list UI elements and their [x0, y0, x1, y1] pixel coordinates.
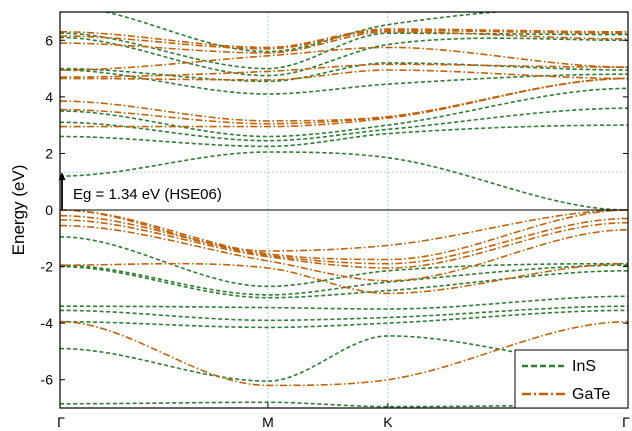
band-ins-9	[60, 236, 628, 288]
band-gate-12	[60, 219, 628, 269]
band-ins-4	[60, 69, 628, 95]
band-ins-14	[60, 309, 628, 329]
band-ins-15	[60, 335, 628, 382]
band-gate-13	[60, 224, 628, 282]
x-tick-label: Γ	[622, 414, 630, 430]
legend-label-ins: InS	[572, 358, 596, 375]
y-tick-label: 2	[45, 145, 53, 161]
band-ins-11	[60, 265, 628, 299]
band-gate-1	[60, 77, 628, 125]
band-gate-9	[60, 209, 628, 252]
band-gate-15	[60, 320, 628, 387]
x-tick-label: M	[262, 414, 274, 430]
band-ins-7	[60, 32, 628, 70]
y-tick-label: 6	[45, 32, 53, 48]
bands-group	[60, 12, 628, 408]
band-gate-7	[60, 29, 628, 50]
legend-box	[514, 349, 629, 409]
band-gate-6	[60, 30, 628, 54]
band-gate-2	[60, 77, 628, 122]
legend: InS GaTe	[514, 349, 629, 409]
legend-label-gate: GaTe	[572, 386, 610, 403]
band-gate-3	[60, 69, 628, 81]
y-ticks: -6 -4 -2 0 2 4 6	[41, 32, 628, 388]
band-ins-12	[60, 295, 628, 310]
band-ins-1	[60, 124, 628, 148]
band-ins-2	[60, 107, 628, 142]
band-gate-4	[60, 63, 628, 78]
gap-annotation: Eg = 1.34 eV (HSE06)	[73, 186, 222, 203]
y-tick-label: -6	[41, 372, 54, 388]
band-gate-5	[60, 46, 628, 71]
band-ins-13	[60, 305, 628, 322]
band-ins-10	[60, 264, 628, 296]
y-tick-label: -4	[41, 315, 54, 331]
y-tick-label: 4	[45, 89, 53, 105]
band-gate-14	[60, 262, 628, 295]
band-gate-8	[60, 28, 628, 49]
band-ins-5	[60, 62, 628, 83]
band-gate-11	[60, 214, 628, 265]
x-tick-label: Γ	[57, 414, 65, 430]
y-tick-label: 0	[45, 202, 53, 218]
y-axis-label: Energy (eV)	[9, 165, 28, 256]
band-gate-10	[60, 209, 628, 261]
band-ins-0	[60, 151, 628, 211]
band-gate-0	[60, 77, 628, 128]
band-ins-6	[60, 36, 628, 77]
x-tick-label: K	[383, 414, 393, 430]
y-tick-label: -2	[41, 259, 54, 275]
